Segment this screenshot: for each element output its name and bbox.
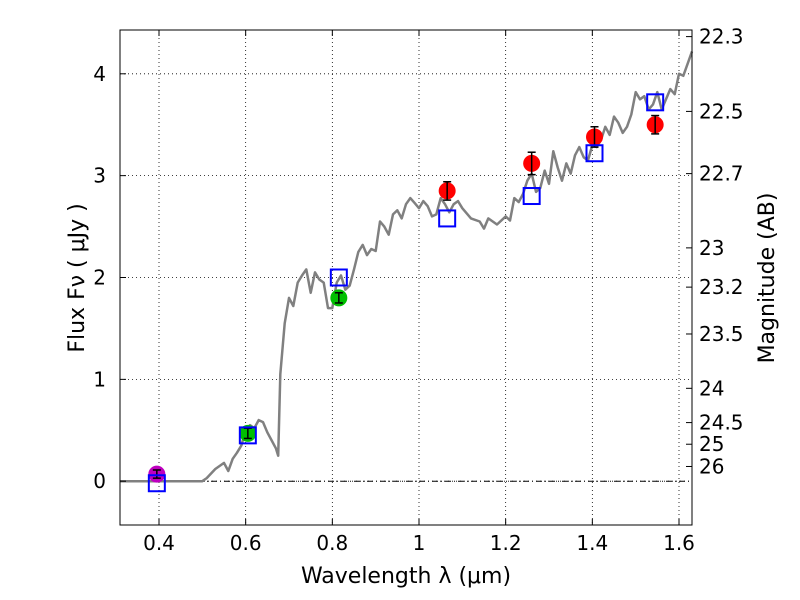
y-tick-label: 0 [93,469,106,493]
x-tick-label: 1.2 [490,531,522,555]
x-axis-label: Wavelength λ (μm) [301,564,511,589]
x-tick-label: 0.6 [230,531,262,555]
x-tick-label: 1 [413,531,426,555]
y-tick-label: 1 [93,367,106,391]
y-tick-label: 3 [93,164,106,188]
model-flux-square [585,144,604,163]
right-tick-label: 24.5 [699,411,744,435]
model-flux-square [646,93,665,112]
model-flux-square [238,426,257,445]
right-tick-label: 22.7 [699,162,744,186]
axis-ticks: 0.4 0.6 0.8 1 1.2 1.4 1.60123422.322.522.72323… [93,25,743,555]
plot-frame [119,29,693,526]
y-tick-label: 4 [93,62,106,86]
y-tick-label: 2 [93,266,106,290]
x-tick-label: 1.6 [663,531,695,555]
right-tick-label: 22.3 [699,25,744,49]
right-tick-label: 23.5 [699,322,744,346]
model-flux-square [329,268,348,287]
right-tick-label: 24 [699,376,724,400]
model-flux-square [522,187,541,206]
right-tick-label: 22.5 [699,99,744,123]
model-flux-square [147,474,166,493]
y-axis-label: Flux Fν ( μJy ) [65,203,90,352]
x-tick-label: 0.8 [316,531,348,555]
grid-lines [120,30,692,525]
data-markers [147,93,665,493]
right-tick-label: 25 [699,432,724,456]
y-axis-right-label: Magnitude (AB) [755,193,780,364]
model-flux-square [438,209,457,228]
right-tick-label: 26 [699,454,724,478]
right-tick-label: 23 [699,236,724,260]
x-tick-label: 0.4 [143,531,175,555]
x-tick-label: 1.4 [576,531,608,555]
right-tick-label: 23.2 [699,275,744,299]
sed-model-line [120,50,694,483]
